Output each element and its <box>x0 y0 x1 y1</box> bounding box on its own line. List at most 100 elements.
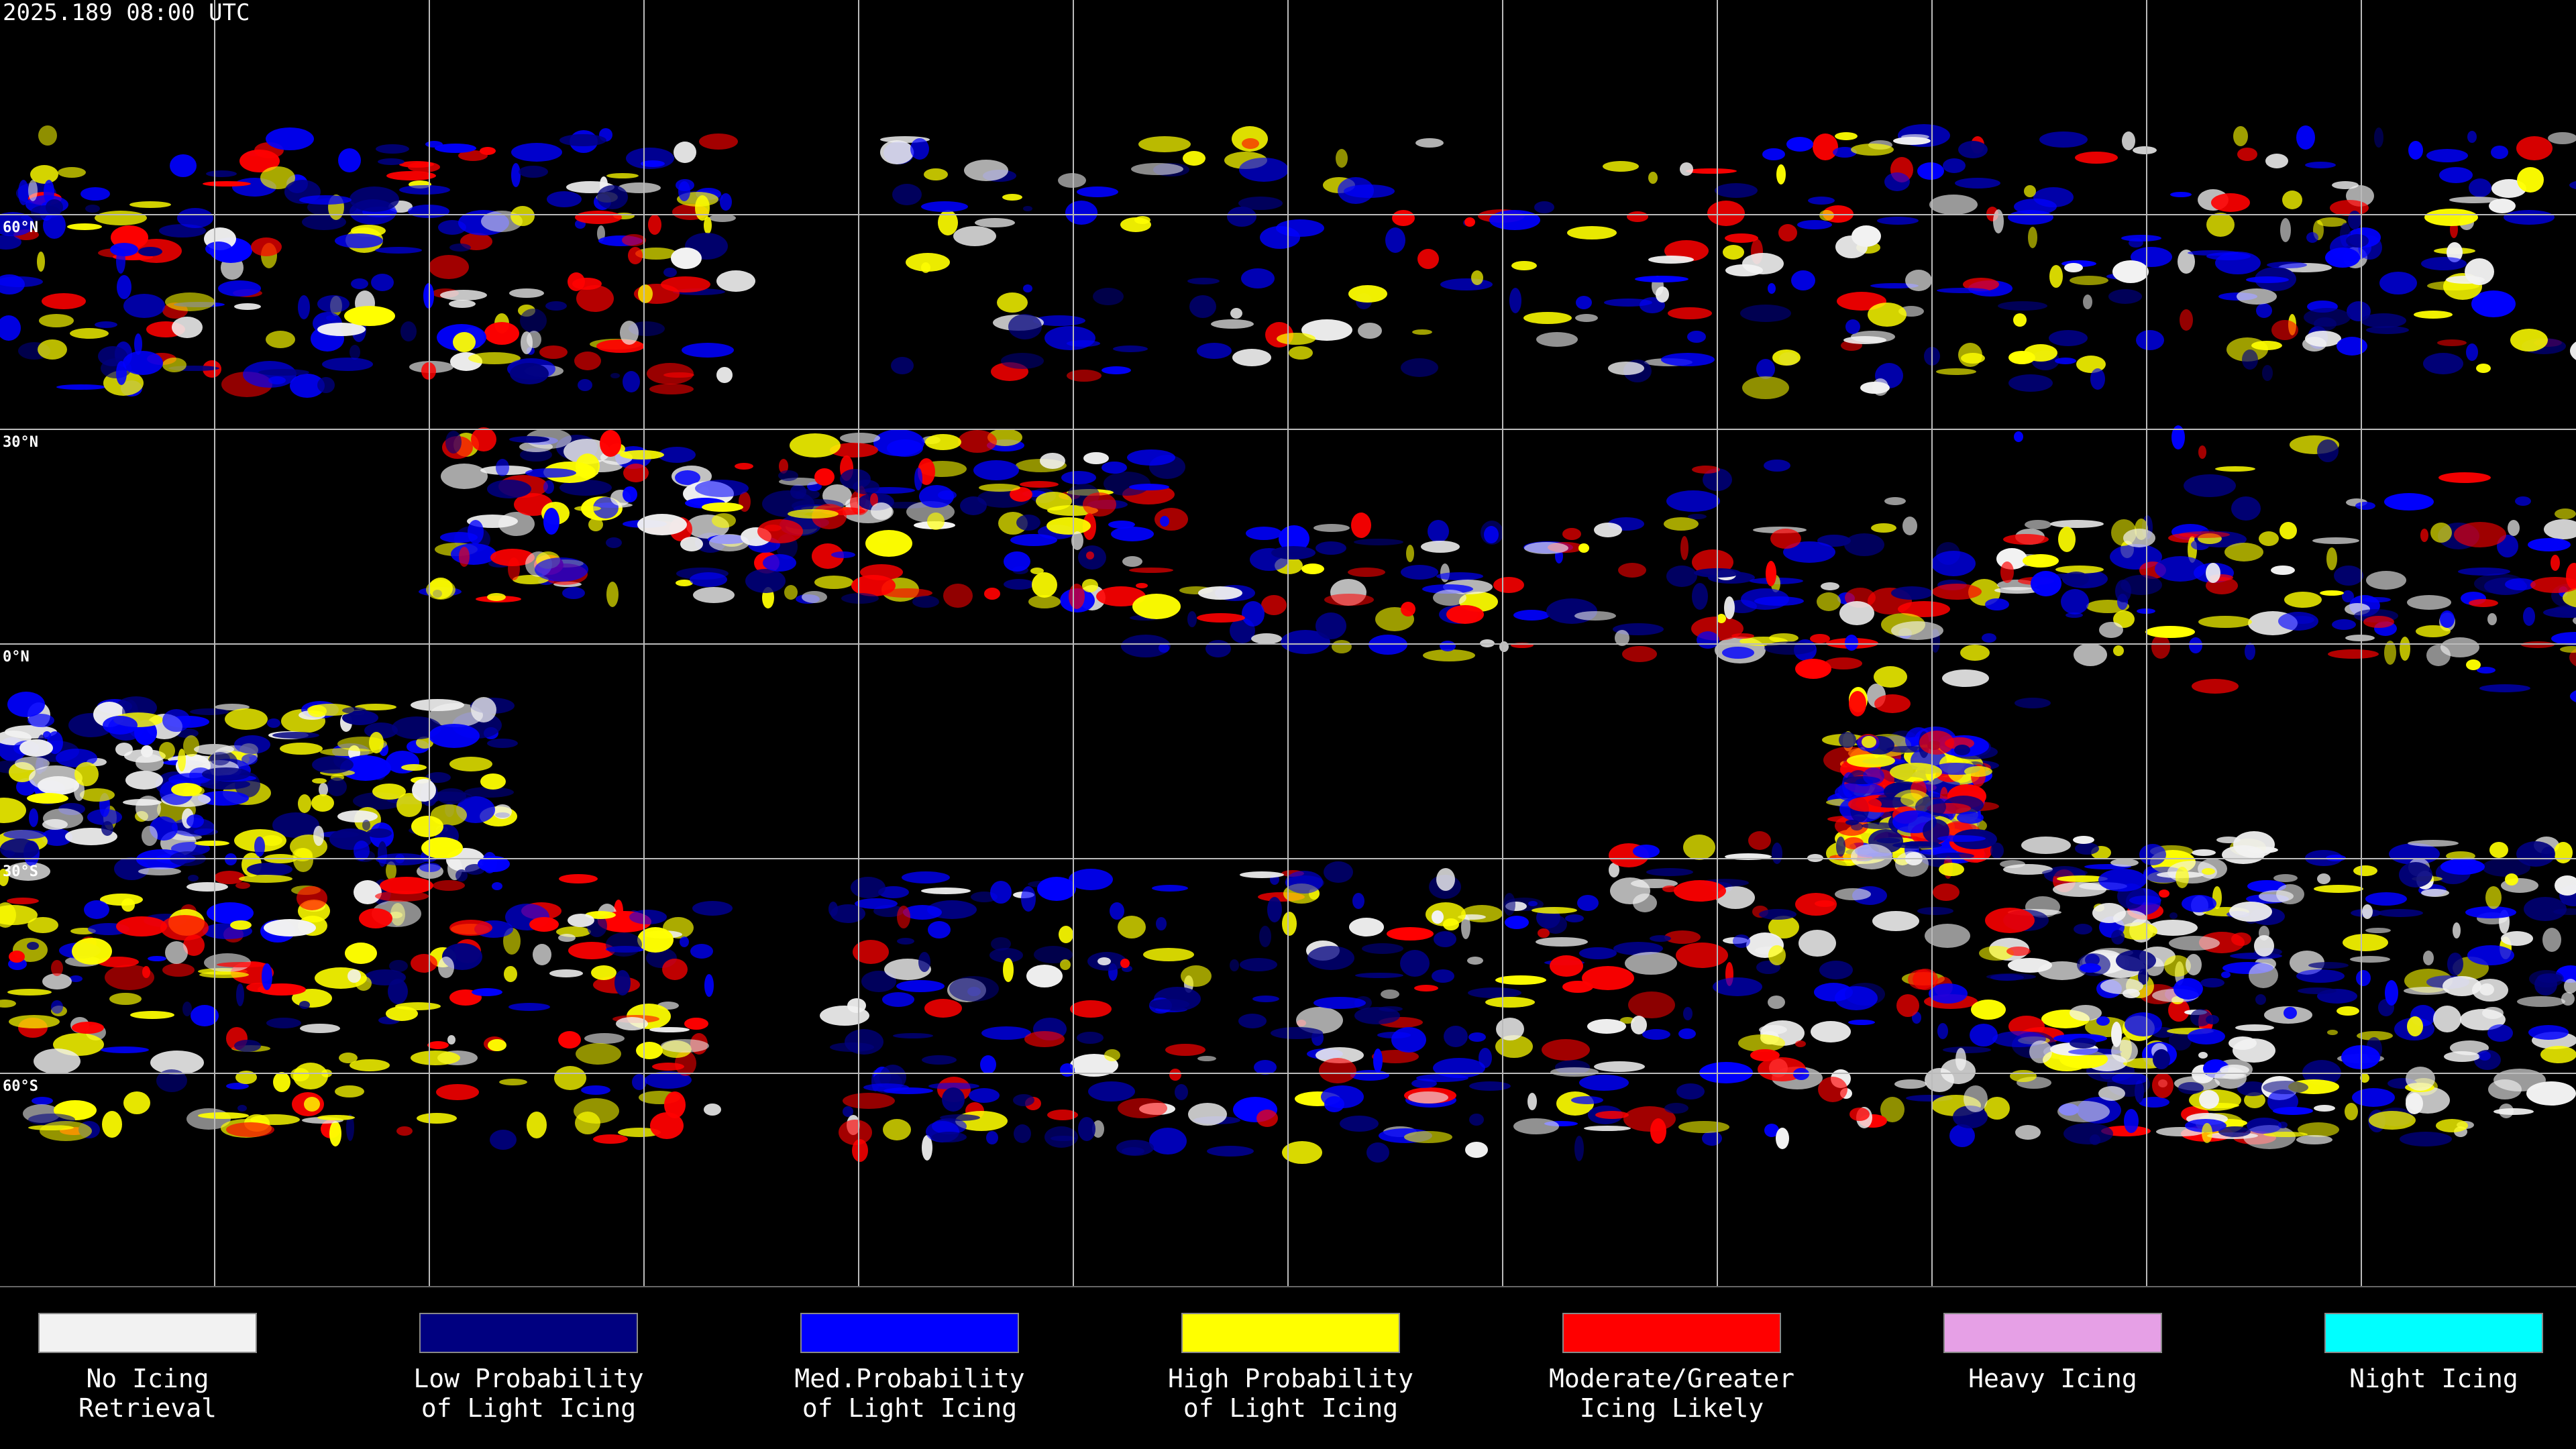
icing-patch <box>623 486 637 502</box>
icing-patch <box>300 1024 340 1033</box>
icing-patch <box>1731 633 1754 639</box>
icing-patch <box>1417 249 1439 269</box>
icing-patch <box>1810 634 1830 643</box>
icing-patch <box>1026 965 1063 987</box>
icing-patch <box>1067 370 1102 382</box>
icing-patch <box>129 201 171 208</box>
icing-patch <box>1656 286 1669 303</box>
icing-patch <box>1316 541 1346 555</box>
icing-patch <box>346 1114 354 1141</box>
icing-patch <box>1324 594 1374 606</box>
icing-patch <box>2267 262 2307 268</box>
icing-patch <box>162 963 195 977</box>
icing-patch <box>2222 845 2265 864</box>
icing-patch <box>1036 492 1072 511</box>
icing-patch <box>635 248 677 260</box>
icing-patch <box>1479 1048 1492 1068</box>
icing-patch <box>264 919 316 936</box>
icing-patch <box>1511 261 1537 270</box>
icing-patch <box>455 869 468 881</box>
icing-patch <box>1444 1026 1468 1047</box>
icing-patch <box>1332 640 1352 653</box>
icing-patch <box>1648 256 1694 264</box>
icing-patch <box>1797 220 1832 229</box>
icing-patch <box>1795 1040 1806 1047</box>
legend-label: High Probability <box>1168 1364 1413 1393</box>
icing-patch <box>1433 590 1466 606</box>
legend-swatch <box>38 1313 257 1353</box>
icing-patch <box>340 755 391 781</box>
icing-patch <box>1241 268 1275 288</box>
icing-patch <box>1891 621 1943 640</box>
icing-patch <box>218 280 261 297</box>
icing-patch <box>1296 1007 1343 1034</box>
icing-patch <box>1892 842 1942 849</box>
icing-patch <box>411 1051 460 1065</box>
icing-patch <box>690 944 713 959</box>
icing-patch <box>991 937 1011 951</box>
icing-patch <box>1352 893 1364 909</box>
icing-patch <box>2517 996 2565 1007</box>
icing-patch <box>458 150 488 161</box>
icing-patch <box>95 211 147 225</box>
icing-patch <box>2074 924 2092 934</box>
icing-patch <box>1230 308 1242 319</box>
icing-patch <box>2245 643 2255 660</box>
icing-patch <box>1230 959 1239 971</box>
icing-patch <box>266 127 314 150</box>
icing-patch <box>2439 167 2473 183</box>
icing-patch <box>1778 224 1797 241</box>
icing-patch <box>903 905 942 920</box>
icing-patch <box>1381 989 1399 999</box>
icing-patch <box>183 786 205 796</box>
icing-patch <box>2555 875 2576 896</box>
icing-patch <box>1715 183 1758 198</box>
icing-patch <box>2544 519 2576 539</box>
icing-patch <box>509 288 544 298</box>
icing-patch <box>380 877 433 894</box>
icing-patch <box>1118 916 1146 938</box>
icing-patch <box>2540 1046 2576 1063</box>
icing-patch <box>1083 492 1116 517</box>
icing-patch <box>2073 836 2094 844</box>
icing-patch <box>2337 337 2367 356</box>
icing-patch <box>56 384 106 390</box>
icing-patch <box>1271 546 1316 559</box>
icing-patch <box>2296 1135 2332 1144</box>
icing-patch <box>2233 126 2248 146</box>
icing-patch <box>1499 641 1509 652</box>
icing-patch <box>201 779 250 790</box>
icing-patch <box>2015 1125 2041 1140</box>
icing-patch <box>1422 584 1473 594</box>
icing-patch <box>620 321 639 345</box>
icing-patch <box>1132 594 1181 619</box>
icing-patch <box>574 352 601 370</box>
icing-patch <box>371 274 394 291</box>
icing-patch <box>1065 201 1097 225</box>
icing-patch <box>820 1006 869 1026</box>
latitude-label: 0°N <box>3 649 30 665</box>
icing-patch <box>892 184 922 205</box>
icing-patch <box>2169 936 2220 951</box>
icing-patch <box>468 520 484 544</box>
icing-patch <box>1542 1039 1590 1061</box>
icing-patch <box>1844 533 1884 556</box>
legend-label: Icing Likely <box>1580 1393 1764 1423</box>
icing-patch <box>1692 466 1720 474</box>
icing-patch <box>1118 1098 1167 1118</box>
icing-patch <box>1550 955 1583 977</box>
icing-patch <box>438 957 454 978</box>
icing-patch <box>103 716 138 735</box>
icing-patch <box>896 980 945 992</box>
icing-patch <box>389 960 408 972</box>
icing-patch <box>1183 151 1205 166</box>
icing-patch <box>2113 645 2124 656</box>
icing-patch <box>1813 133 1838 160</box>
icing-patch <box>1252 996 1279 1002</box>
icing-patch <box>535 557 588 582</box>
icing-patch <box>1391 1027 1426 1053</box>
icing-patch <box>1562 528 1581 540</box>
icing-patch <box>342 707 366 714</box>
icing-patch <box>355 704 396 710</box>
